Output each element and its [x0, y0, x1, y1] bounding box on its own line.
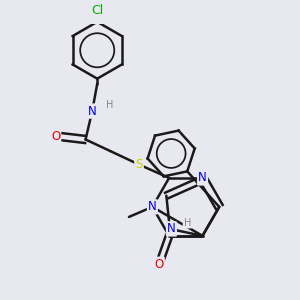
- Text: O: O: [51, 130, 60, 143]
- Text: H: H: [106, 100, 113, 110]
- Text: Cl: Cl: [91, 4, 104, 17]
- Text: N: N: [148, 200, 157, 213]
- Text: N: N: [167, 222, 176, 236]
- Text: O: O: [154, 258, 164, 271]
- Text: H: H: [184, 218, 191, 227]
- Text: S: S: [135, 158, 143, 171]
- Text: N: N: [198, 171, 207, 184]
- Text: N: N: [88, 105, 97, 118]
